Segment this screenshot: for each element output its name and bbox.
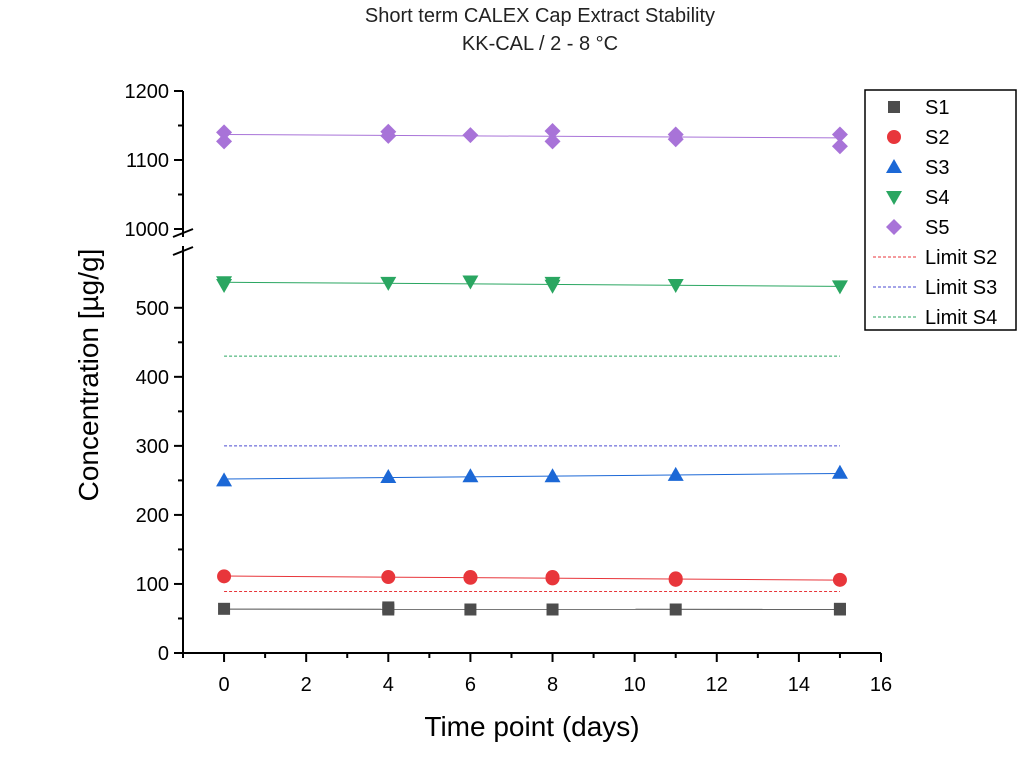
trend-lines — [224, 133, 840, 610]
legend-label: Limit S4 — [925, 307, 997, 329]
limit-lines — [224, 355, 840, 593]
data-point-s5 — [831, 126, 848, 143]
data-point-s2 — [217, 569, 232, 584]
data-point-s5 — [216, 124, 233, 141]
x-tick-label: 8 — [547, 674, 558, 696]
axis-break-mark — [172, 246, 194, 256]
data-point-s4 — [831, 280, 848, 295]
y-tick-label: 1200 — [125, 81, 170, 103]
legend-label: S5 — [925, 217, 949, 239]
chart-subtitle: KK-CAL / 2 - 8 °C — [462, 33, 618, 55]
data-point-s3 — [380, 468, 397, 483]
data-point-s4 — [216, 278, 233, 293]
legend-label: S3 — [925, 157, 949, 179]
data-point-s2 — [832, 572, 847, 587]
data-point-s3 — [667, 466, 684, 481]
trend-line-s4 — [224, 281, 840, 287]
x-tick-label: 6 — [465, 674, 476, 696]
legend-marker-s4 — [886, 191, 902, 205]
data-point-s1 — [669, 603, 682, 616]
x-tick-label: 10 — [624, 674, 646, 696]
data-point-s2 — [668, 571, 683, 586]
data-point-s5 — [216, 133, 233, 150]
x-tick-label: 12 — [706, 674, 728, 696]
legend-label: Limit S3 — [925, 277, 997, 299]
y-tick-label: 400 — [136, 367, 169, 389]
trend-line-s3 — [224, 472, 840, 480]
data-point-s5 — [380, 127, 397, 144]
data-point-s5 — [667, 131, 684, 148]
y-tick-label: 100 — [136, 574, 169, 596]
data-point-s1 — [382, 601, 395, 614]
legend-label: S2 — [925, 127, 949, 149]
data-point-s2 — [381, 570, 396, 585]
legend-box — [864, 89, 1017, 331]
data-point-s5 — [831, 138, 848, 155]
legend-marker-s2 — [887, 130, 901, 144]
data-point-s1 — [833, 602, 846, 615]
legend-marker-s1 — [888, 101, 900, 113]
legend: S1 S2 S3 S4 S5 Limit S2 Limit S3 Limit S4 — [864, 89, 1017, 331]
data-point-s3 — [831, 464, 848, 479]
y-tick-label: 200 — [136, 505, 169, 527]
data-point-s2 — [463, 570, 478, 585]
data-point-s1 — [546, 603, 559, 616]
legend-label: S1 — [925, 97, 949, 119]
x-tick-label: 0 — [218, 674, 229, 696]
data-point-s5 — [544, 133, 561, 150]
trend-line-s2 — [224, 575, 840, 581]
y-tick-label: 1100 — [126, 150, 169, 172]
y-tick-label: 300 — [136, 436, 169, 458]
data-point-s3 — [544, 468, 561, 483]
x-tick-label: 16 — [870, 674, 892, 696]
data-markers — [216, 123, 848, 616]
trend-line-s5 — [224, 133, 840, 139]
axis-break-mark — [172, 228, 194, 238]
data-point-s4 — [667, 278, 684, 293]
axes: 0 2 4 6 8 10 12 14 16 0 100 200 300 400 500 1000 1100 120… — [125, 81, 893, 696]
x-tick-label: 2 — [301, 674, 312, 696]
data-point-s4 — [544, 279, 561, 294]
y-tick-label: 1000 — [125, 219, 170, 241]
data-point-s5 — [462, 127, 479, 144]
legend-label: S4 — [925, 187, 949, 209]
data-point-s3 — [462, 468, 479, 483]
data-point-s1 — [218, 602, 231, 615]
y-tick-label: 0 — [158, 643, 169, 665]
data-point-s3 — [216, 472, 233, 487]
data-point-s4 — [380, 276, 397, 291]
legend-marker-s5 — [886, 219, 902, 235]
data-point-s2 — [545, 570, 560, 585]
data-point-s5 — [544, 123, 561, 140]
x-axis-title: Time point (days) — [424, 711, 639, 742]
data-point-s4 — [462, 275, 479, 290]
y-axis-title: Concentration [µg/g] — [73, 249, 104, 502]
legend-marker-s3 — [886, 159, 902, 173]
data-point-s1 — [464, 603, 477, 616]
y-tick-label: 500 — [136, 298, 169, 320]
legend-label: Limit S2 — [925, 247, 997, 269]
chart-title: Short term CALEX Cap Extract Stability — [365, 5, 715, 27]
x-tick-label: 4 — [383, 674, 394, 696]
x-tick-label: 14 — [788, 674, 810, 696]
